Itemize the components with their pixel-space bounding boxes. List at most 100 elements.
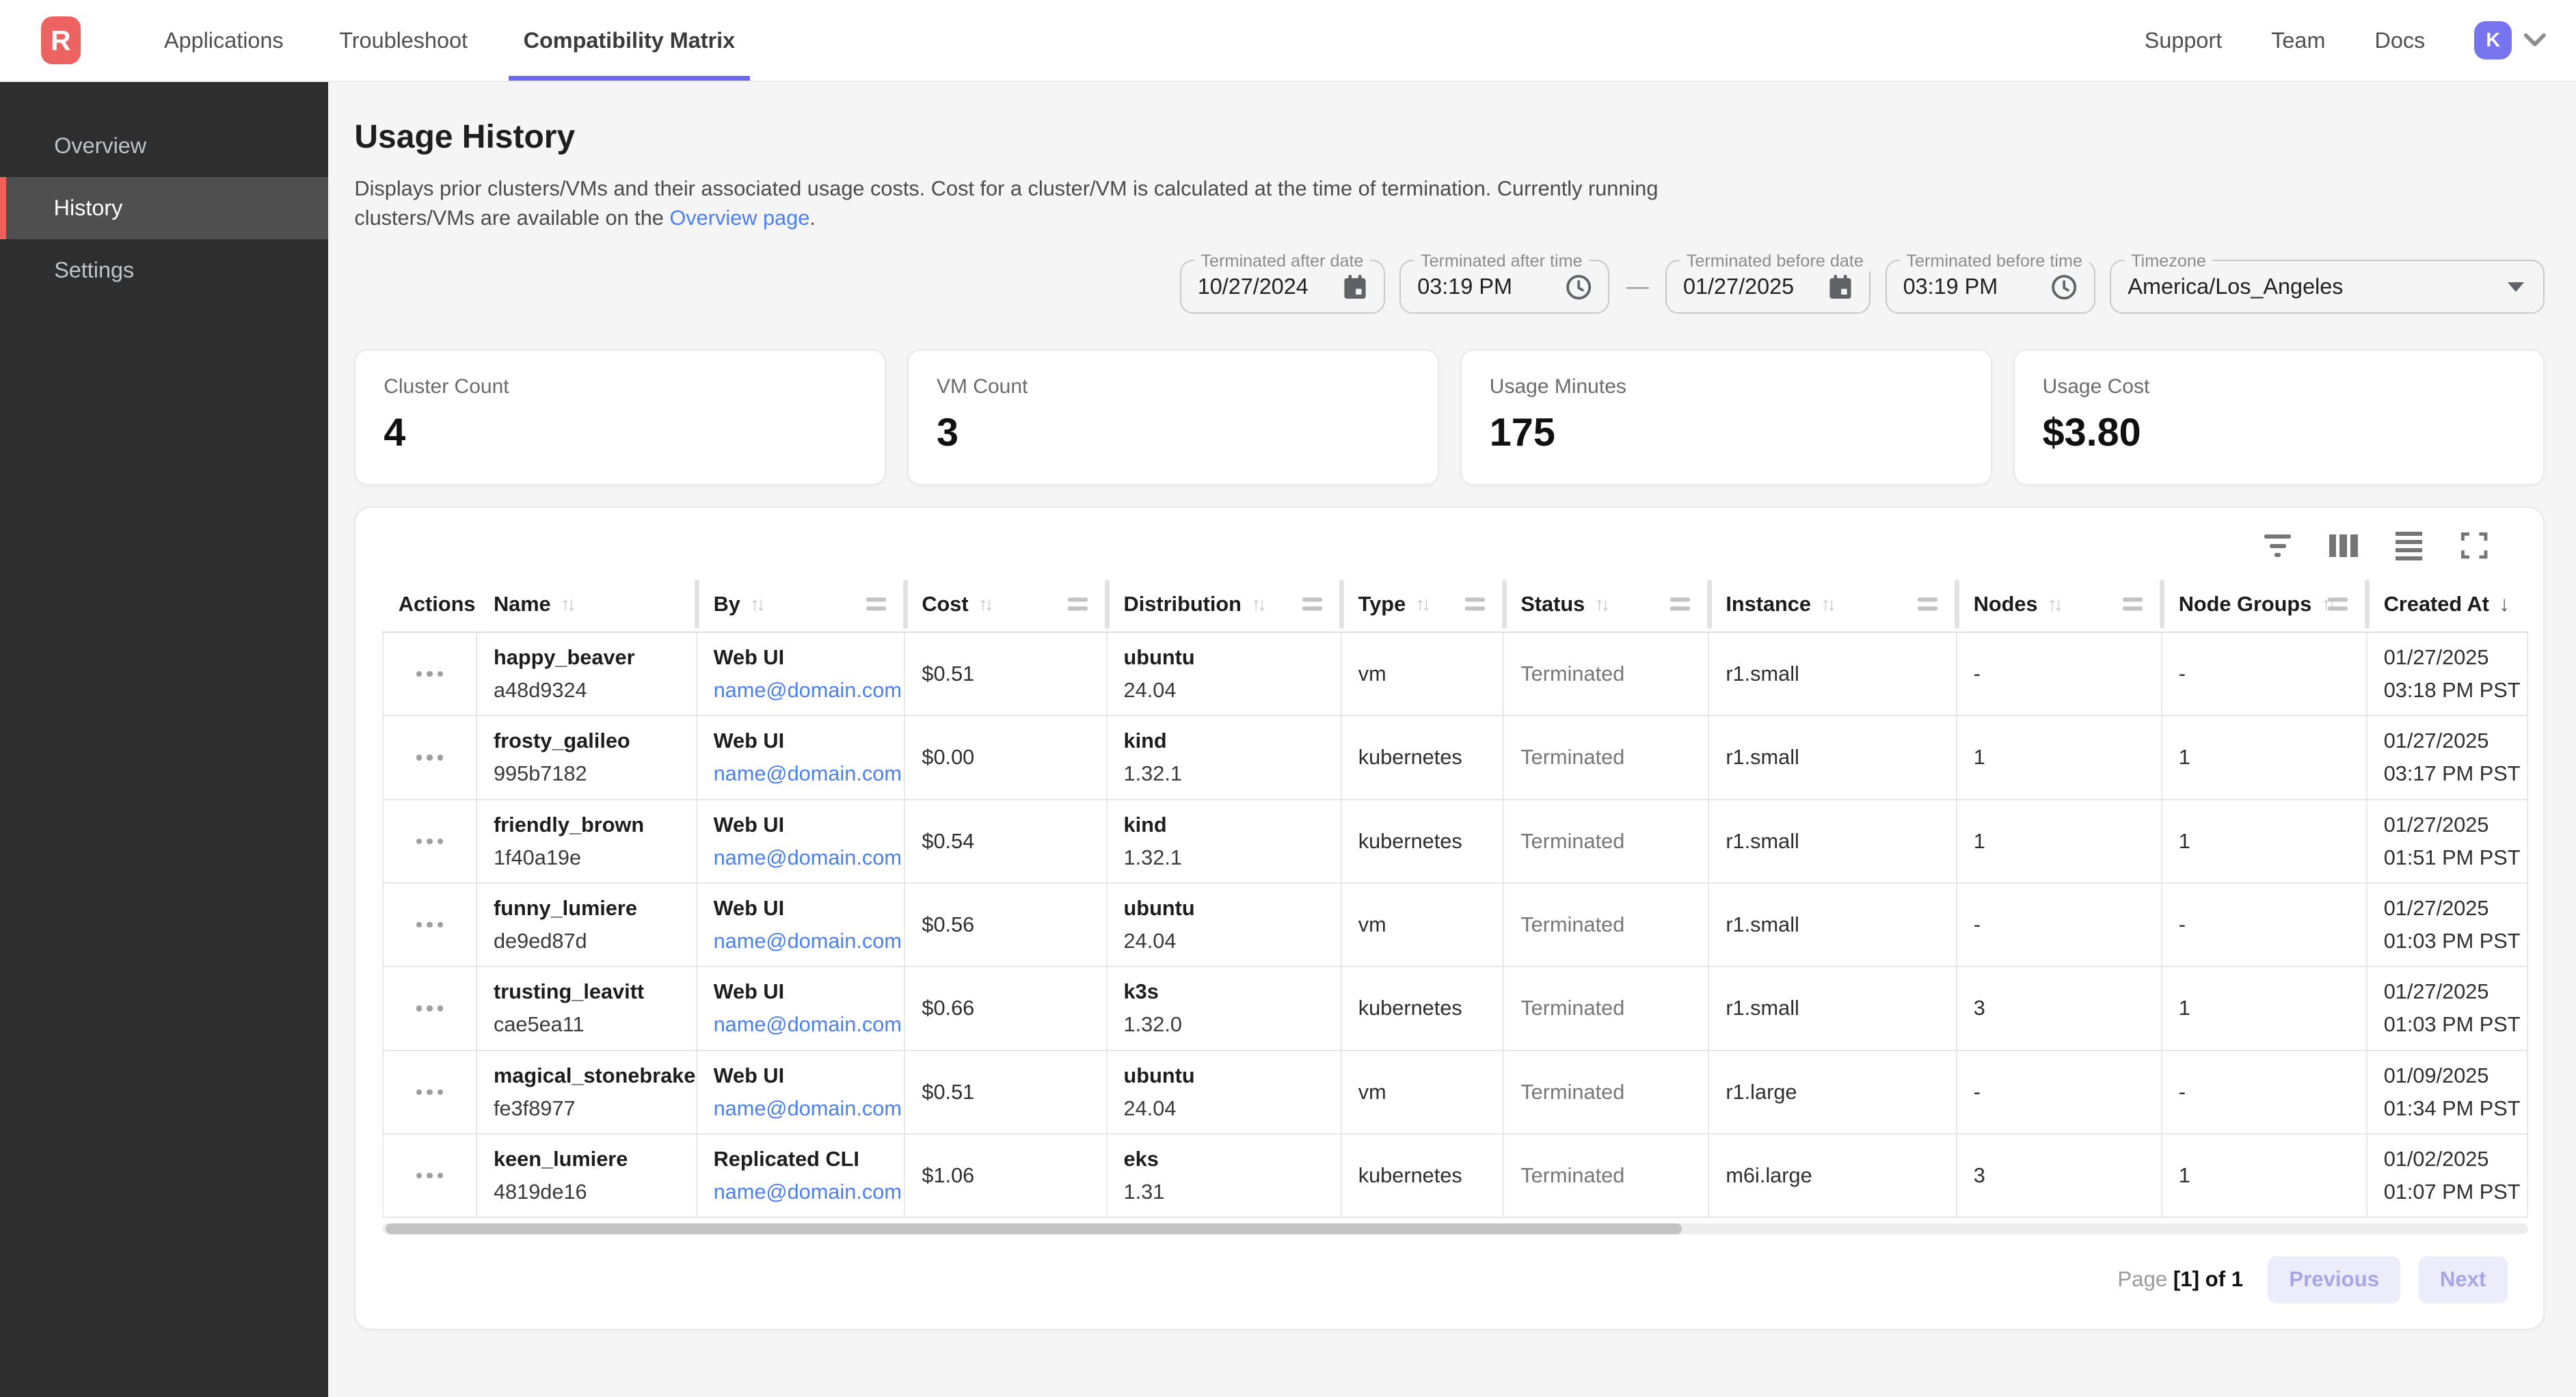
column-header-name[interactable]: Name ↑↓ — [477, 577, 700, 632]
column-separator[interactable] — [1339, 579, 1345, 629]
clock-icon[interactable] — [2051, 274, 2077, 300]
stat-value: 4 — [384, 410, 406, 455]
replicated-logo-icon[interactable]: R — [41, 16, 81, 64]
column-resize-handle[interactable] — [1464, 597, 1485, 611]
field-value[interactable]: 01/27/2025 — [1683, 274, 1795, 299]
pagination: Page [1] of 1 Previous Next — [382, 1256, 2527, 1304]
status-value: Terminated — [1520, 1163, 1625, 1188]
column-header-node-groups[interactable]: Node Groups ↑↓ — [2162, 577, 2370, 632]
sort-icon[interactable]: ↑↓ — [561, 593, 576, 614]
row-actions-button[interactable] — [413, 914, 446, 936]
caret-down-icon[interactable] — [2507, 282, 2524, 292]
creator-email-link[interactable]: name@domain.com — [713, 761, 902, 786]
created-at-time: 01:03 PM PST — [2383, 1012, 2521, 1037]
column-resize-handle[interactable] — [2328, 597, 2348, 611]
sort-icon[interactable]: ↑↓ — [2048, 593, 2063, 614]
node-groups-value: - — [2178, 661, 2186, 686]
timezone-select[interactable]: Timezone America/Los_Angeles — [2110, 251, 2545, 314]
field-value[interactable]: 10/27/2024 — [1197, 274, 1309, 299]
clock-icon[interactable] — [1566, 274, 1592, 300]
nav-item-applications[interactable]: Applications — [163, 27, 284, 53]
columns-icon[interactable] — [2327, 530, 2360, 562]
creator-email-link[interactable]: name@domain.com — [713, 845, 902, 869]
column-separator[interactable] — [1104, 579, 1110, 629]
stat-value: 175 — [1489, 410, 1555, 455]
field-value[interactable]: 03:19 PM — [1417, 274, 1512, 299]
column-resize-handle[interactable] — [1918, 597, 1937, 611]
filter-icon[interactable] — [2262, 530, 2294, 562]
column-separator[interactable] — [1501, 579, 1507, 629]
creator-email-link[interactable]: name@domain.com — [713, 1180, 902, 1204]
sort-icon[interactable]: ↑↓ — [1821, 593, 1836, 614]
column-separator[interactable] — [2365, 579, 2370, 629]
row-actions-button[interactable] — [413, 830, 446, 852]
row-actions-button[interactable] — [413, 663, 446, 685]
field-value[interactable]: 03:19 PM — [1903, 274, 1998, 299]
overview-page-link[interactable]: Overview page — [669, 206, 810, 230]
column-resize-handle[interactable] — [1067, 597, 1088, 611]
stat-card-usage-cost: Usage Cost $3.80 — [2013, 349, 2545, 486]
next-page-button[interactable]: Next — [2418, 1256, 2508, 1304]
sidebar-item-overview[interactable]: Overview — [54, 133, 147, 159]
column-resize-handle[interactable] — [1302, 597, 1322, 611]
column-header-by[interactable]: By ↑↓ — [697, 577, 908, 632]
row-actions-button[interactable] — [413, 1165, 446, 1186]
nav-link-team[interactable]: Team — [2271, 27, 2326, 53]
sort-icon[interactable]: ↑↓ — [1251, 593, 1267, 614]
column-separator[interactable] — [1706, 579, 1712, 629]
column-separator[interactable] — [694, 579, 700, 629]
distribution-name: ubuntu — [1123, 645, 1195, 669]
column-separator[interactable] — [1955, 579, 1960, 629]
calendar-icon[interactable] — [1343, 274, 1367, 300]
nav-link-docs[interactable]: Docs — [2374, 27, 2426, 53]
column-header-type[interactable]: Type ↑↓ — [1342, 577, 1507, 632]
column-header-distribution[interactable]: Distribution ↑↓ — [1108, 577, 1345, 632]
nav-link-support[interactable]: Support — [2144, 27, 2223, 53]
column-resize-handle[interactable] — [2123, 597, 2143, 611]
sort-icon[interactable]: ↑↓ — [750, 593, 766, 614]
column-separator[interactable] — [2160, 579, 2165, 629]
sidebar-item-settings[interactable]: Settings — [54, 258, 135, 283]
nav-item-troubleshoot[interactable]: Troubleshoot — [339, 27, 468, 53]
creator-email-link[interactable]: name@domain.com — [713, 929, 902, 953]
avatar[interactable]: K — [2474, 21, 2512, 59]
terminated-after-time-field[interactable]: Terminated after time 03:19 PM — [1399, 251, 1610, 314]
calendar-icon[interactable] — [1828, 274, 1853, 300]
column-resize-handle[interactable] — [1669, 597, 1690, 611]
row-actions-button[interactable] — [413, 1081, 446, 1103]
table-row: friendly_brown 1f40a19e Web UI name@domain… — [381, 800, 2528, 884]
nav-item-compatibility-matrix[interactable]: Compatibility Matrix — [509, 0, 750, 81]
column-header-instance[interactable]: Instance ↑↓ — [1709, 577, 1960, 632]
sort-icon[interactable]: ↑↓ — [1415, 593, 1432, 614]
terminated-before-date-field[interactable]: Terminated before date 01/27/2025 — [1665, 251, 1871, 314]
row-actions-button[interactable] — [413, 746, 446, 768]
column-separator[interactable] — [902, 579, 908, 629]
horizontal-scrollbar-track[interactable] — [381, 1223, 2528, 1235]
horizontal-scrollbar-thumb[interactable] — [385, 1223, 1682, 1235]
column-resize-handle[interactable] — [866, 597, 886, 611]
column-header-created-at[interactable]: Created At ↓ — [2383, 591, 2510, 616]
column-header-cost[interactable]: Cost ↑↓ — [905, 577, 1110, 632]
column-header-status[interactable]: Status ↑↓ — [1504, 577, 1712, 632]
previous-page-button[interactable]: Previous — [2268, 1256, 2401, 1304]
stat-card-vm-count: VM Count 3 — [907, 349, 1439, 486]
column-header-nodes[interactable]: Nodes ↑↓ — [1957, 577, 2165, 632]
row-actions-button[interactable] — [413, 997, 446, 1019]
terminated-before-time-field[interactable]: Terminated before time 03:19 PM — [1885, 251, 2095, 314]
sort-icon[interactable]: ↑↓ — [978, 593, 994, 614]
top-navigation: R Applications Troubleshoot Compatibilit… — [0, 0, 2576, 82]
sort-desc-icon[interactable]: ↓ — [2499, 591, 2510, 616]
sidebar-item-history[interactable]: History — [0, 177, 328, 240]
creator-email-link[interactable]: name@domain.com — [713, 1096, 902, 1120]
sort-icon[interactable]: ↑↓ — [1594, 593, 1611, 614]
terminated-after-date-field[interactable]: Terminated after date 10/27/2024 — [1179, 251, 1385, 314]
creator-email-link[interactable]: name@domain.com — [713, 677, 902, 702]
fullscreen-icon[interactable] — [2458, 530, 2491, 562]
creator-email-link[interactable]: name@domain.com — [713, 1012, 902, 1037]
nodes-value: - — [1973, 661, 1981, 686]
density-icon[interactable] — [2393, 530, 2426, 562]
stat-card-cluster-count: Cluster Count 4 — [354, 349, 886, 486]
user-menu[interactable]: K — [2474, 21, 2547, 59]
chevron-down-icon[interactable] — [2523, 33, 2547, 48]
field-value[interactable]: America/Los_Angeles — [2128, 274, 2344, 299]
